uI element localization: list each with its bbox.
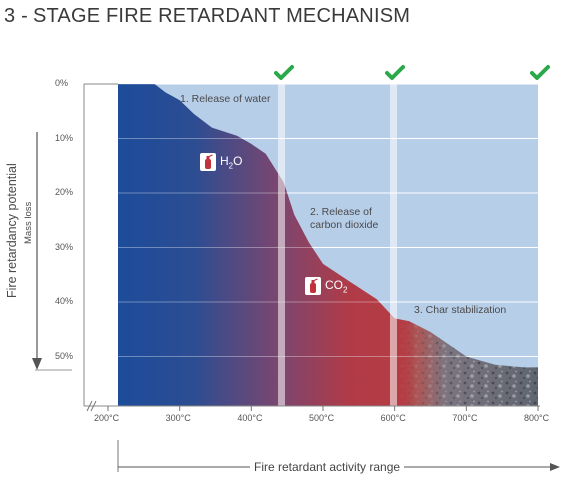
y-tick-label: 50% <box>55 350 74 361</box>
y-tick-label: 40% <box>55 296 74 306</box>
y-axis-title: Fire retardancy potential <box>5 163 19 298</box>
stage-label-char: 3. Char stabilization <box>414 304 507 316</box>
co2-formula: CO2 <box>325 277 348 295</box>
x-tick-label: 500°C <box>309 413 335 423</box>
stage-divider-1 <box>278 84 285 406</box>
x-tick-label: 800°C <box>524 413 550 423</box>
mass-loss-area <box>118 84 538 406</box>
x-tick-label: 200°C <box>94 413 120 423</box>
gridlines-over-area <box>118 83 538 357</box>
x-tick-label: 600°C <box>380 413 406 423</box>
x-tick-label: 700°C <box>452 413 478 423</box>
water-badge: H2O <box>200 153 242 171</box>
co2-badge: CO2 <box>305 277 347 295</box>
checkmark-icon <box>274 65 294 80</box>
x-ticks <box>107 406 539 411</box>
x-axis-title: Fire retardant activity range <box>250 460 405 474</box>
water-formula: H2O <box>220 153 243 171</box>
axis-break-icon <box>86 400 97 412</box>
fire-extinguisher-icon <box>200 153 216 171</box>
y-axis-subtitle: Mass loss <box>23 201 34 244</box>
stage-divider-2 <box>390 84 397 406</box>
x-tick-label: 400°C <box>237 413 263 423</box>
checkmark-icon <box>530 65 550 80</box>
stage-label-water: 1. Release of water <box>180 93 271 105</box>
fire-extinguisher-icon <box>305 277 321 295</box>
y-tick-label: 10% <box>55 132 74 143</box>
page-title: 3 - STAGE FIRE RETARDANT MECHANISM <box>4 5 411 27</box>
checkmark-icon <box>385 65 405 80</box>
x-tick-label: 300°C <box>165 413 191 423</box>
down-arrow-icon <box>32 358 42 370</box>
y-tick-label: 0% <box>55 78 69 88</box>
stage-label-co2: 2. Release of carbon dioxide <box>310 206 379 231</box>
right-arrow-icon <box>550 463 560 471</box>
y-tick-label: 20% <box>55 187 74 197</box>
y-tick-label: 30% <box>55 241 74 252</box>
